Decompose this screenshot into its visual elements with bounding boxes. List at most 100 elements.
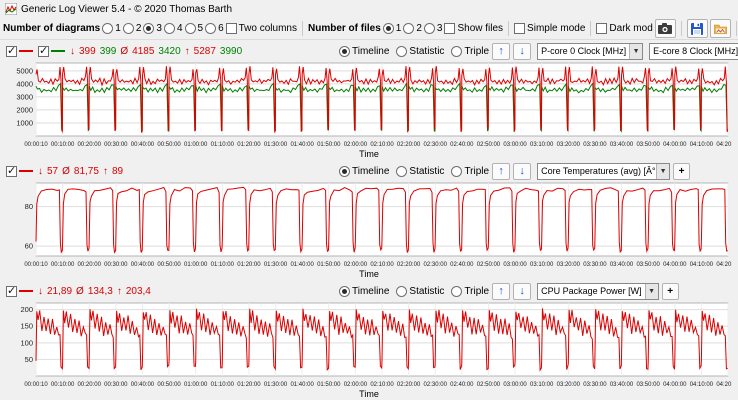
two-columns-checkbox[interactable]: Two columns [225,23,297,34]
toolbar-separator [508,21,510,36]
series-visible-checkbox[interactable] [38,44,65,57]
save-button[interactable] [686,19,708,38]
channel-down-button[interactable]: ↓ [513,162,532,180]
up-arrow-icon: ↑ [498,164,504,177]
diagram-count-option-4[interactable]: 4 [163,23,183,34]
toolbar-separator [680,21,682,36]
file-count-option-2[interactable]: 2 [403,23,422,34]
view-timeline-radio[interactable]: Timeline [339,285,389,297]
folder-image-icon [713,24,727,34]
x-axis-title: Time [359,149,379,159]
svg-text:04:00:00: 04:00:00 [663,262,687,268]
series-visible-checkbox[interactable] [6,164,33,177]
svg-text:02:00:00: 02:00:00 [344,142,368,148]
channel-select[interactable]: CPU Package Power [W] ▼ [537,282,659,300]
diagram-count-option-5[interactable]: 5 [184,23,203,34]
svg-text:01:00:00: 01:00:00 [184,142,208,148]
chevron-down-icon: ▼ [656,163,670,179]
dark-mode-checkbox[interactable]: Dark mod [596,23,653,34]
view-statistic-radio[interactable]: Statistic [396,285,444,297]
svg-text:04:20:00: 04:20:00 [716,382,732,388]
channel-down-button[interactable]: ↓ [513,42,532,60]
svg-text:3000: 3000 [16,92,33,101]
stat-value: 399 [99,45,117,57]
svg-text:01:40:00: 01:40:00 [290,382,314,388]
view-triple-radio[interactable]: Triple [451,45,489,57]
svg-text:01:40:00: 01:40:00 [290,262,314,268]
screenshot-button[interactable] [654,19,676,38]
view-option-label: Triple [464,285,490,297]
panel-header: ↓ 57 Ø 81,75 ↑ 89 Timeline Statistic Triple ↑ ↓ Cor… [6,161,732,181]
diagram-count-option-2[interactable]: 2 [122,23,141,34]
file-count-option-3[interactable]: 3 [423,23,442,34]
channel-up-button[interactable]: ↑ [492,282,511,300]
timeline-chart[interactable]: 00:00:10 00:10:00 00:20:00 00:30:00 00:40:00… [6,181,732,269]
diagram-count-option-1[interactable]: 1 [102,23,121,34]
panel-legend-stats: ↓ 399 399 Ø 4185 3420 ↑ 5287 3990 [6,44,336,57]
svg-text:00:00:10: 00:00:10 [24,382,48,388]
svg-text:02:40:00: 02:40:00 [450,262,474,268]
svg-text:00:00:10: 00:00:10 [24,142,48,148]
svg-text:01:10:00: 01:10:00 [211,142,235,148]
series-visible-checkbox[interactable] [6,44,33,57]
timeline-chart[interactable]: 00:00:10 00:10:00 00:20:00 00:30:00 00:40:00… [6,301,732,389]
up-arrow-icon: ↑ [498,284,504,297]
channel-select[interactable]: Core Temperatures (avg) [Â°C] ▼ [537,162,671,180]
view-triple-radio[interactable]: Triple [451,285,490,297]
svg-text:02:50:00: 02:50:00 [477,262,501,268]
toolbar-separator [735,21,737,36]
svg-text:01:00:00: 01:00:00 [184,262,208,268]
channel-up-button[interactable]: ↑ [492,42,511,60]
view-statistic-radio[interactable]: Statistic [396,45,444,57]
svg-text:02:20:00: 02:20:00 [397,142,421,148]
svg-text:02:40:00: 02:40:00 [450,382,474,388]
svg-text:04:00:00: 04:00:00 [663,142,687,148]
svg-text:1000: 1000 [16,118,33,127]
channel-select-value: Core Temperatures (avg) [Â°C] [541,166,657,176]
svg-text:03:40:00: 03:40:00 [610,142,634,148]
up-arrow-icon: ↑ [498,44,504,57]
svg-text:03:10:00: 03:10:00 [530,382,554,388]
view-timeline-radio[interactable]: Timeline [339,45,389,57]
app-icon [5,3,17,15]
add-channel-button[interactable]: + [661,282,679,300]
view-timeline-radio[interactable]: Timeline [339,165,390,177]
svg-text:80: 80 [25,202,33,211]
channel-up-button[interactable]: ↑ [492,162,511,180]
channel-select[interactable]: P-core 0 Clock [MHz] ▼ [537,42,644,60]
simple-mode-checkbox[interactable]: Simple mode [514,23,585,34]
svg-text:00:40:00: 00:40:00 [131,382,155,388]
svg-text:03:40:00: 03:40:00 [610,382,634,388]
svg-text:00:50:00: 00:50:00 [157,262,181,268]
show-files-checkbox[interactable]: Show files [444,23,503,34]
file-count-option-1[interactable]: 1 [382,23,401,34]
stat-symbol: ↓ [38,285,43,297]
svg-text:01:30:00: 01:30:00 [264,262,288,268]
svg-text:03:50:00: 03:50:00 [636,142,660,148]
svg-text:03:00:00: 03:00:00 [503,382,527,388]
view-option-label: Timeline [352,165,390,177]
view-triple-radio[interactable]: Triple [451,165,489,177]
channel-down-button[interactable]: ↓ [513,282,532,300]
svg-text:200: 200 [20,305,33,314]
view-statistic-radio[interactable]: Statistic [396,165,445,177]
svg-text:00:40:00: 00:40:00 [131,142,155,148]
stat-value: 3990 [219,45,243,57]
timeline-chart[interactable]: 00:00:10 00:10:00 00:20:00 00:30:00 00:40:00… [6,61,732,149]
series-stats: ↓ 57 Ø 81,75 ↑ 89 [38,166,123,177]
view-option-label: Statistic [409,165,445,177]
diagram-count-option-6[interactable]: 6 [205,23,224,34]
svg-text:04:20:00: 04:20:00 [716,262,732,268]
stat-symbol: ↓ [70,45,75,57]
svg-text:4000: 4000 [16,79,33,88]
export-image-button[interactable] [709,19,731,38]
svg-text:02:10:00: 02:10:00 [370,142,394,148]
series-visible-checkbox[interactable] [6,284,33,297]
svg-text:150: 150 [20,322,33,331]
channel-select-value: E-core 8 Clock [MHz] [653,46,738,56]
add-channel-button[interactable]: + [673,162,691,180]
channel-select[interactable]: E-core 8 Clock [MHz]▼ [649,42,738,60]
svg-text:01:00:00: 01:00:00 [184,382,208,388]
diagram-count-option-3[interactable]: 3 [143,23,162,34]
series-stats: ↓ 399 399 Ø 4185 3420 ↑ 5287 3990 [70,46,242,57]
